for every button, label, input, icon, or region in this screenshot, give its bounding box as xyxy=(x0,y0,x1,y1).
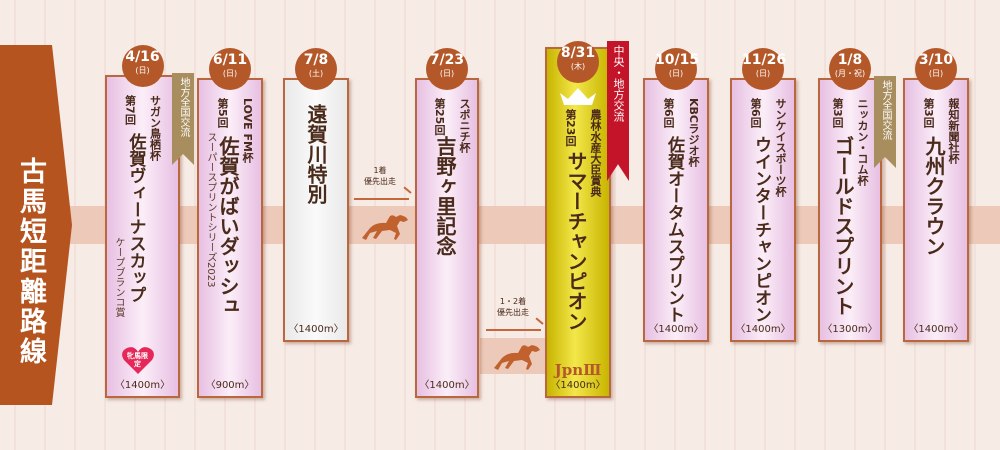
race-distance: 〈1300m〉 xyxy=(822,324,878,335)
race-sponsor: ニッカン・コム杯 xyxy=(856,98,869,186)
race-weekday: (土) xyxy=(308,69,324,78)
race-date: 7/23 xyxy=(429,52,465,68)
race-card[interactable]: 3/10 (日) 報知新聞社杯 第3回九州クラウン〈1400m〉 xyxy=(903,48,969,342)
ribbon-label: 地方全国交流 xyxy=(874,76,896,168)
race-subtitle: スーパースプリントシリーズ2023 xyxy=(205,132,216,288)
race-weekday: (月・祝) xyxy=(834,69,866,78)
race-distance: 〈1400m〉 xyxy=(735,324,791,335)
race-edition: 第3回 xyxy=(922,98,935,128)
race-distance: 〈1400m〉 xyxy=(908,324,964,335)
race-sponsor: LOVE FM杯 xyxy=(241,98,254,163)
qualifier-label: 優先出走 xyxy=(497,308,529,317)
arrow-icon xyxy=(354,198,409,200)
race-card[interactable]: 4/16 (日) サガン鳥栖杯 第7回佐賀ヴィーナスカップ ケープブランコ賞牝馬限定〈1… xyxy=(105,45,194,398)
race-weekday: (日) xyxy=(135,66,150,75)
race-card[interactable]: 10/15 (日) KBCラジオ杯 第6回佐賀オータムスプリント 〈1400m〉 xyxy=(643,48,709,342)
race-title: 佐賀オータムスプリント xyxy=(664,136,684,323)
race-title: ウインターチャンピオン xyxy=(751,136,771,323)
arrow-icon xyxy=(486,329,541,331)
race-weekday: (木) xyxy=(570,62,586,71)
race-date: 10/15 xyxy=(655,52,700,68)
race-edition: 第5回 xyxy=(216,98,229,128)
race-card[interactable]: 8/31 (木) 農林水産大臣賞典 第23回サマーチャンピオン JpnⅢ 〈1400m〉 中… xyxy=(545,41,629,398)
race-date: 4/16 xyxy=(125,49,160,65)
race-sponsor: 報知新聞社杯 xyxy=(947,98,960,164)
race-distance: 〈1400m〉 xyxy=(550,380,606,391)
ribbon-label: 地方全国交流 xyxy=(172,73,194,165)
crown-icon xyxy=(560,88,596,105)
race-card[interactable]: 7/23 (日) スポニチ杯 第25回 吉野ヶ里記念〈1400m〉 xyxy=(415,48,479,398)
race-date: 3/10 xyxy=(918,52,954,68)
race-weekday: (日) xyxy=(668,69,684,78)
race-title: 佐賀がばいダッシュ xyxy=(216,136,240,316)
race-distance: 〈1400m〉 xyxy=(114,380,171,391)
horse-icon xyxy=(362,215,408,240)
race-sponsor: 農林水産大臣賞典 xyxy=(589,109,602,197)
race-distance: 〈1400m〉 xyxy=(648,324,704,335)
race-title: 遠賀川特別 xyxy=(304,104,328,204)
date-badge: 4/16 (日) xyxy=(121,45,164,87)
race-weekday: (日) xyxy=(222,69,238,78)
date-badge: 8/31 (木) xyxy=(557,41,599,83)
route-banner: 古馬短距離路線 xyxy=(0,45,72,405)
date-badge: 6/11 (日) xyxy=(209,48,251,90)
race-sponsor: KBCラジオ杯 xyxy=(687,98,700,167)
race-card[interactable]: 1/8 (月・祝) ニッカン・コム杯 第3回ゴールドスプリント〈1300m〉 地方全国交… xyxy=(818,48,896,342)
race-title: サマーチャンピオン xyxy=(564,151,588,331)
race-date: 8/31 xyxy=(560,45,596,61)
qualifier-place: 1着 xyxy=(373,166,387,175)
race-date: 11/26 xyxy=(742,52,787,68)
race-title: ゴールドスプリント xyxy=(831,136,855,316)
race-distance: 〈1400m〉 xyxy=(288,324,344,335)
race-edition: 第23回 xyxy=(564,109,577,147)
race-weekday: (日) xyxy=(439,69,455,78)
race-card[interactable]: 7/8 (土) 遠賀川特別〈1400m〉 xyxy=(283,48,349,342)
race-title: 佐賀ヴィーナスカップ xyxy=(125,133,146,303)
badge-label: 牝馬限定 xyxy=(127,352,148,368)
race-card[interactable]: 6/11 (日) LOVE FM杯 第5回佐賀がばいダッシュ スーパースプリントシリーズ… xyxy=(197,48,263,398)
qualifier-label: 優先出走 xyxy=(364,177,396,186)
race-edition: 第7回 xyxy=(123,95,137,125)
race-weekday: (日) xyxy=(755,69,771,78)
race-edition: 第3回 xyxy=(831,98,844,128)
qualifier-note-2: 1・2着優先出走 xyxy=(488,296,538,318)
ribbon-label: 中央・地方交流 xyxy=(607,41,629,181)
race-subtitle: ケープブランコ賞 xyxy=(113,237,124,317)
race-edition: 第6回 xyxy=(749,98,762,128)
filly-only-badge-icon: 牝馬限定 xyxy=(121,345,155,375)
race-distance: 〈900m〉 xyxy=(205,380,255,391)
race-title: 九州クラウン xyxy=(922,136,946,256)
race-title: 吉野ヶ里記念 xyxy=(433,136,457,256)
race-sponsor: スポニチ杯 xyxy=(458,98,471,153)
banner-arrow-shape xyxy=(0,45,72,405)
date-badge: 10/15 (日) xyxy=(655,48,700,90)
race-sponsor: サンケイスポーツ杯 xyxy=(774,98,787,197)
horse-icon xyxy=(494,345,540,370)
race-distance: 〈1400m〉 xyxy=(419,380,475,391)
race-edition: 第25回 xyxy=(433,98,446,136)
race-date: 6/11 xyxy=(212,52,248,68)
date-badge: 7/23 (日) xyxy=(426,48,468,90)
date-badge: 7/8 (土) xyxy=(295,48,337,90)
race-grade: JpnⅢ xyxy=(554,361,602,379)
date-badge: 11/26 (日) xyxy=(742,48,787,90)
date-badge: 1/8 (月・祝) xyxy=(829,48,871,90)
race-card[interactable]: 11/26 (日) サンケイスポーツ杯 第6回ウインターチャンピオン 〈1400m〉 xyxy=(730,48,796,342)
race-sponsor: サガン鳥栖杯 xyxy=(148,95,162,161)
race-date: 7/8 xyxy=(303,52,329,68)
qualifier-place: 1・2着 xyxy=(499,297,527,306)
date-badge: 3/10 (日) xyxy=(915,48,957,90)
route-title: 古馬短距離路線 xyxy=(15,157,46,367)
race-weekday: (日) xyxy=(928,69,944,78)
race-date: 1/8 xyxy=(837,52,863,68)
race-edition: 第6回 xyxy=(662,98,675,128)
qualifier-note-1: 1着優先出走 xyxy=(360,165,400,187)
